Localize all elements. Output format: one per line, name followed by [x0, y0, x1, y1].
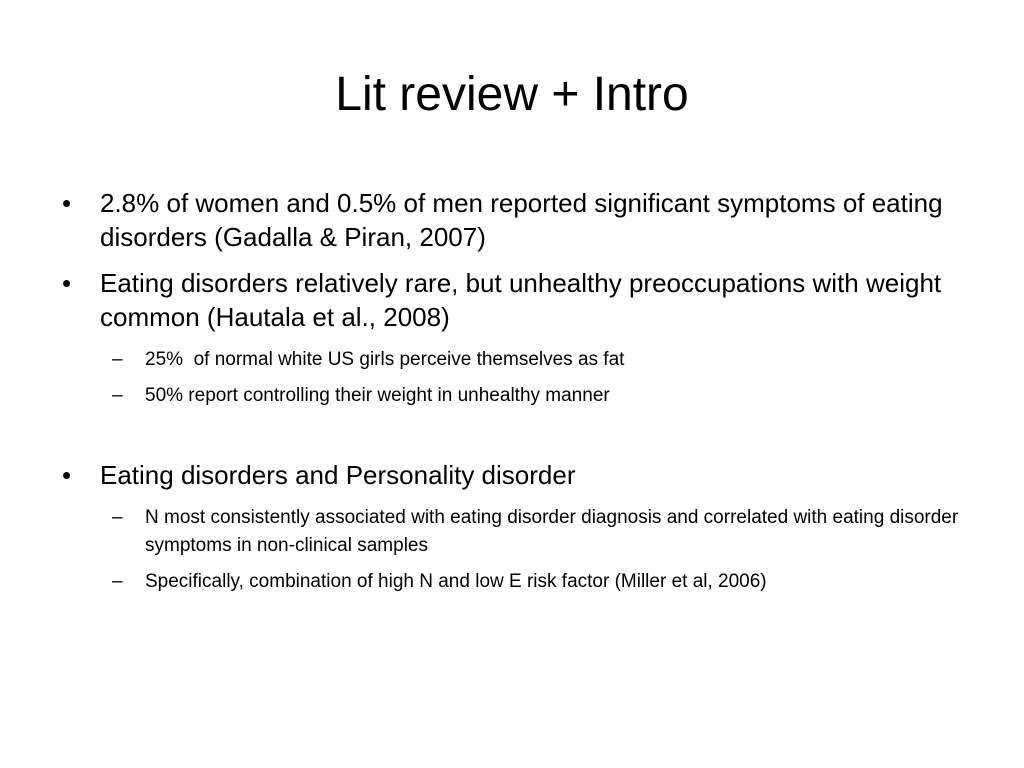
bullet-item: • Eating disorders and Personality disor…	[60, 458, 960, 492]
sub-bullet-item: – N most consistently associated with ea…	[60, 504, 960, 560]
bullet-text: Eating disorders and Personality disorde…	[100, 460, 576, 490]
sub-bullet-item: – 50% report controlling their weight in…	[60, 382, 960, 410]
slide-title: Lit review + Intro	[335, 68, 689, 121]
bullet-item: • Eating disorders relatively rare, but …	[60, 266, 960, 334]
dash-marker: –	[112, 571, 123, 592]
dash-marker: –	[112, 507, 123, 528]
sub-bullet-text: N most consistently associated with eati…	[145, 507, 959, 556]
bullet-marker: •	[62, 188, 72, 218]
sub-bullet-item: – 25% of normal white US girls perceive …	[60, 346, 960, 374]
sub-bullet-item: – Specifically, combination of high N an…	[60, 568, 960, 596]
dash-marker: –	[112, 385, 123, 406]
bullet-marker: •	[62, 460, 72, 490]
spacer	[60, 418, 960, 458]
sub-bullet-text: Specifically, combination of high N and …	[145, 571, 767, 592]
bullet-text: Eating disorders relatively rare, but un…	[100, 268, 942, 332]
bullet-marker: •	[62, 268, 72, 298]
sub-bullet-text: 50% report controlling their weight in u…	[145, 385, 610, 406]
dash-marker: –	[112, 349, 123, 370]
slide-body: • 2.8% of women and 0.5% of men reported…	[60, 186, 960, 604]
sub-bullet-text: 25% of normal white US girls perceive th…	[145, 349, 625, 370]
bullet-text: 2.8% of women and 0.5% of men reported s…	[100, 188, 943, 252]
bullet-item: • 2.8% of women and 0.5% of men reported…	[60, 186, 960, 254]
